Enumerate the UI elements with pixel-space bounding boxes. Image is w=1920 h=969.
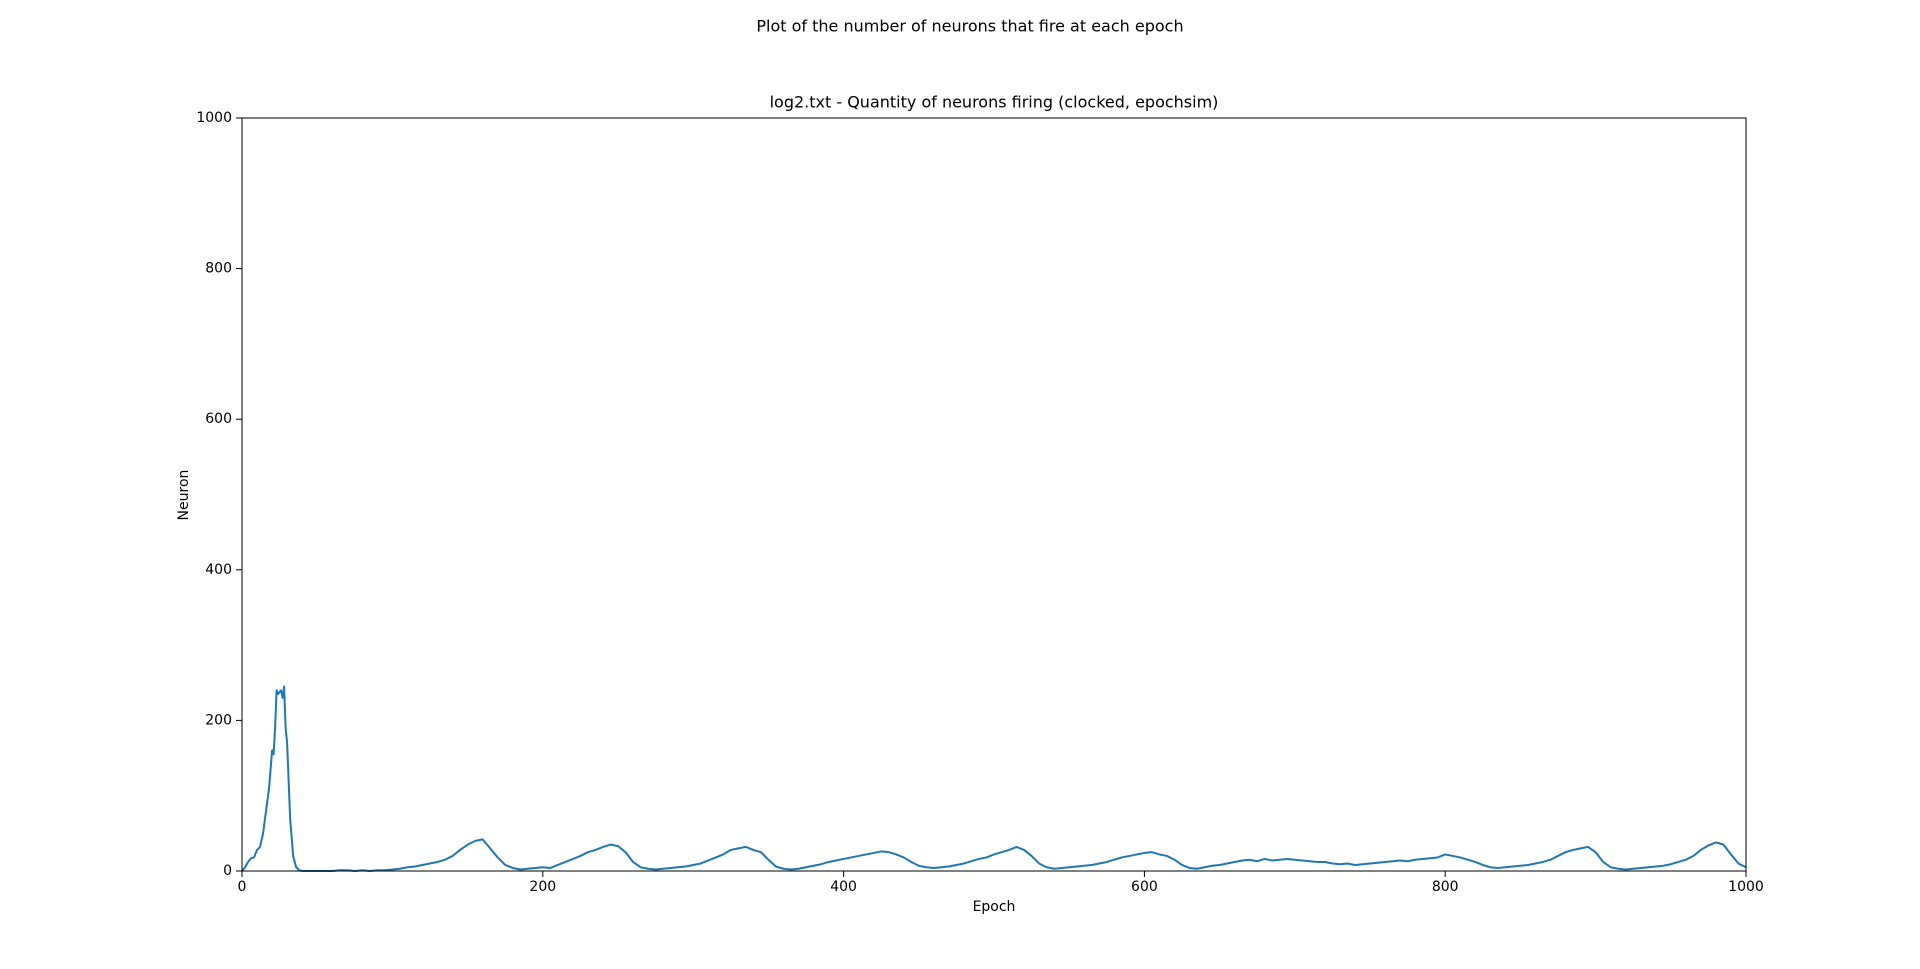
x-tick-label: 600 <box>1131 879 1158 895</box>
y-tick-label: 800 <box>205 261 232 277</box>
y-tick-label: 600 <box>205 411 232 427</box>
x-tick-label: 800 <box>1432 879 1459 895</box>
y-tick-label: 200 <box>205 712 232 728</box>
plot-frame <box>241 117 1747 872</box>
suptitle: Plot of the number of neurons that fire … <box>756 17 1183 36</box>
x-tick-label: 1000 <box>1728 879 1764 895</box>
y-tick-label: 1000 <box>196 110 232 126</box>
y-tick-label: 0 <box>223 863 232 879</box>
x-tick-label: 200 <box>529 879 556 895</box>
x-tick-label: 0 <box>238 879 247 895</box>
x-axis-label: Epoch <box>973 899 1016 915</box>
x-tick-label: 400 <box>830 879 857 895</box>
chart-title: log2.txt - Quantity of neurons firing (c… <box>770 93 1219 112</box>
y-tick-label: 400 <box>205 562 232 578</box>
y-axis-label: Neuron <box>176 470 192 521</box>
data-line <box>241 685 1747 872</box>
